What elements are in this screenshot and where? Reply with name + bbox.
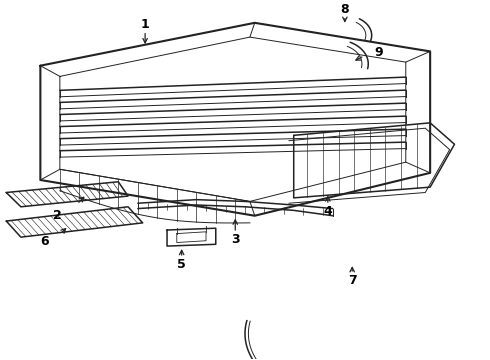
Text: 2: 2 xyxy=(53,208,62,221)
Text: 9: 9 xyxy=(375,46,383,59)
Text: 3: 3 xyxy=(231,233,240,246)
Text: 8: 8 xyxy=(341,4,349,17)
Text: 6: 6 xyxy=(40,235,49,248)
Text: 5: 5 xyxy=(177,258,186,271)
Text: 7: 7 xyxy=(348,274,357,287)
Text: 4: 4 xyxy=(323,205,332,218)
Text: 1: 1 xyxy=(141,18,149,31)
